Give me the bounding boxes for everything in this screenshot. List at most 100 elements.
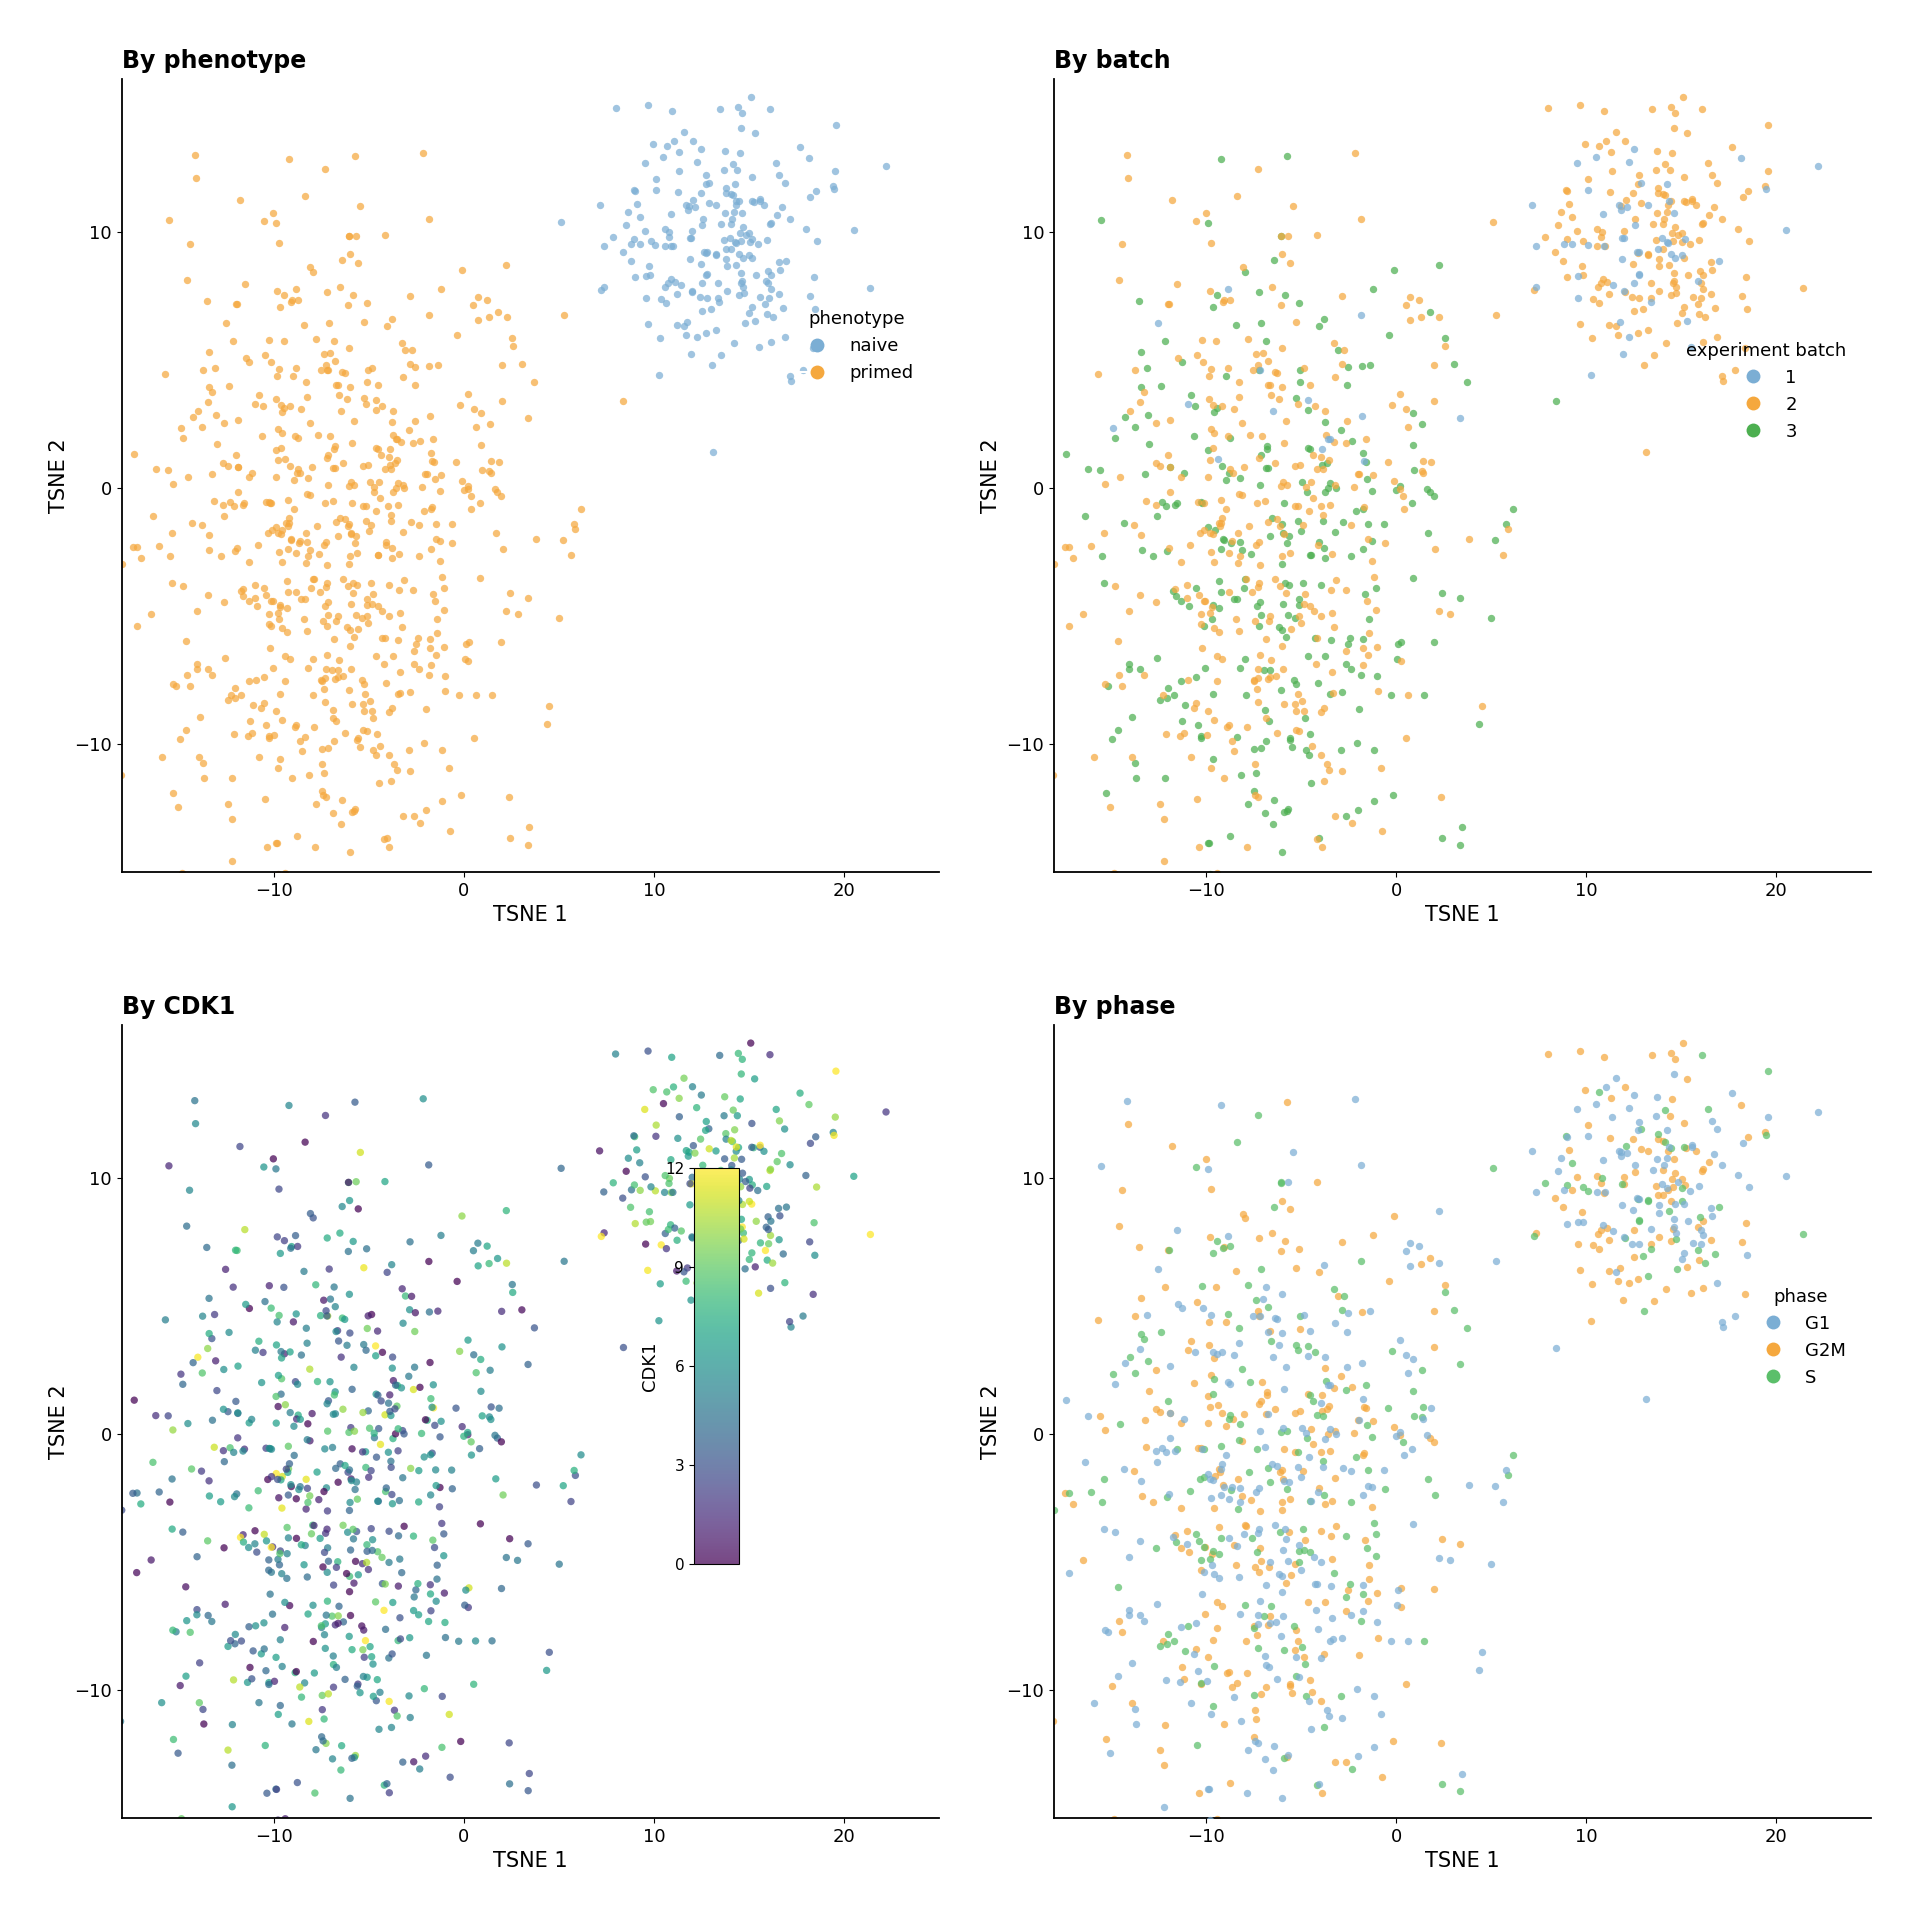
- Point: [209, 1446, 240, 1476]
- Point: [1288, 1642, 1319, 1672]
- Point: [1284, 355, 1315, 386]
- Point: [319, 1380, 349, 1411]
- Point: [701, 1185, 732, 1215]
- Point: [290, 180, 321, 211]
- Point: [1655, 92, 1686, 123]
- Point: [1271, 622, 1302, 653]
- Point: [1732, 1121, 1763, 1152]
- Point: [424, 1421, 455, 1452]
- Point: [344, 248, 374, 278]
- Point: [739, 117, 770, 148]
- Point: [1050, 1384, 1081, 1415]
- Point: [787, 355, 818, 386]
- Point: [1158, 1626, 1188, 1657]
- X-axis label: TSNE 1: TSNE 1: [1425, 1851, 1500, 1872]
- Point: [1160, 490, 1190, 520]
- Point: [1309, 1423, 1340, 1453]
- Point: [799, 1208, 829, 1238]
- Point: [334, 1167, 365, 1198]
- Point: [1313, 1369, 1344, 1400]
- Point: [1246, 1678, 1277, 1709]
- Point: [396, 1227, 426, 1258]
- Point: [1271, 1475, 1302, 1505]
- Point: [1265, 1457, 1296, 1488]
- Point: [770, 321, 801, 351]
- Point: [157, 568, 188, 599]
- Point: [755, 1219, 785, 1250]
- Point: [144, 1476, 175, 1507]
- Point: [1676, 184, 1707, 215]
- Point: [1250, 453, 1281, 484]
- Point: [1215, 284, 1246, 315]
- Point: [278, 493, 309, 524]
- Point: [326, 808, 357, 839]
- Point: [1212, 1221, 1242, 1252]
- Point: [1181, 1336, 1212, 1367]
- Point: [1238, 1722, 1269, 1753]
- Point: [340, 470, 371, 501]
- Point: [1135, 1375, 1165, 1405]
- Point: [234, 1492, 265, 1523]
- Point: [1309, 1638, 1340, 1668]
- Point: [1267, 1488, 1298, 1519]
- Point: [363, 467, 394, 497]
- Point: [1321, 1419, 1352, 1450]
- Point: [1569, 1171, 1599, 1202]
- Point: [1229, 1824, 1260, 1855]
- Point: [756, 1248, 787, 1279]
- Point: [426, 459, 457, 490]
- Point: [382, 1571, 413, 1601]
- Point: [321, 1398, 351, 1428]
- Point: [261, 1221, 292, 1252]
- Point: [321, 1609, 351, 1640]
- Point: [1275, 612, 1306, 643]
- Point: [632, 1256, 662, 1286]
- Point: [1605, 190, 1636, 221]
- Point: [376, 1452, 407, 1482]
- Point: [378, 1695, 409, 1726]
- Point: [1292, 641, 1323, 672]
- Point: [276, 524, 307, 555]
- Point: [236, 1404, 267, 1434]
- Point: [396, 1453, 426, 1484]
- Point: [1283, 1233, 1313, 1263]
- Point: [374, 1778, 405, 1809]
- Point: [1242, 1538, 1273, 1569]
- Point: [555, 540, 586, 570]
- Point: [419, 1409, 449, 1440]
- Point: [1140, 447, 1171, 478]
- Point: [1306, 492, 1336, 522]
- Point: [1622, 169, 1653, 200]
- Point: [340, 599, 371, 630]
- Point: [1069, 1448, 1100, 1478]
- Point: [230, 269, 261, 300]
- Point: [242, 876, 273, 906]
- Point: [1415, 298, 1446, 328]
- Point: [1073, 1400, 1104, 1430]
- Point: [324, 503, 355, 534]
- Point: [1242, 1100, 1273, 1131]
- Point: [1221, 1668, 1252, 1699]
- Point: [1058, 1488, 1089, 1519]
- Point: [1275, 1559, 1306, 1590]
- Point: [768, 1238, 799, 1269]
- Point: [1356, 349, 1386, 380]
- Point: [234, 586, 265, 616]
- Point: [1375, 1265, 1405, 1296]
- Point: [1384, 645, 1415, 676]
- Point: [303, 1484, 334, 1515]
- Point: [1359, 1732, 1390, 1763]
- Point: [1352, 586, 1382, 616]
- Point: [323, 1467, 353, 1498]
- Point: [182, 396, 213, 426]
- Point: [1653, 186, 1684, 217]
- Point: [388, 564, 419, 595]
- Point: [1083, 1304, 1114, 1334]
- Point: [294, 534, 324, 564]
- Point: [321, 1292, 351, 1323]
- Point: [1213, 1657, 1244, 1688]
- Point: [1263, 612, 1294, 643]
- Point: [1384, 1592, 1415, 1622]
- Point: [351, 601, 382, 632]
- Point: [785, 132, 816, 163]
